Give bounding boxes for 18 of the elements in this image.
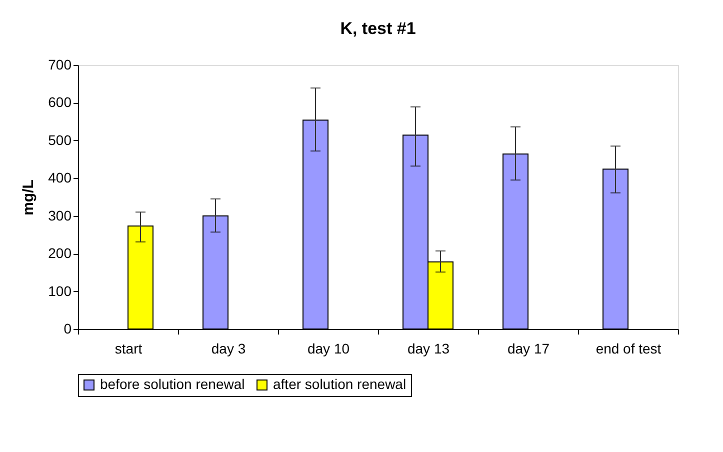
y-tick-label: 100 <box>48 282 72 299</box>
legend-label: after solution renewal <box>273 376 406 392</box>
y-tick-label: 0 <box>64 320 72 336</box>
x-tick-label: day 13 <box>407 340 450 356</box>
x-tick-label: day 3 <box>211 340 246 356</box>
y-tick-label: 600 <box>48 94 72 110</box>
y-tick-label: 400 <box>48 170 72 186</box>
x-tick-label: end of test <box>596 340 662 356</box>
x-tick-label: day 10 <box>307 340 350 356</box>
y-axis-title: mg/L <box>20 180 38 216</box>
y-tick-label: 300 <box>48 207 72 224</box>
y-tick-label: 500 <box>48 132 72 148</box>
x-tick-label: day 17 <box>507 340 550 356</box>
chart-title: K, test #1 <box>340 19 416 38</box>
legend-label: before solution renewal <box>100 376 245 392</box>
x-tick-label: start <box>114 340 142 356</box>
y-tick-label: 700 <box>48 56 72 72</box>
y-tick-label: 200 <box>48 245 72 262</box>
